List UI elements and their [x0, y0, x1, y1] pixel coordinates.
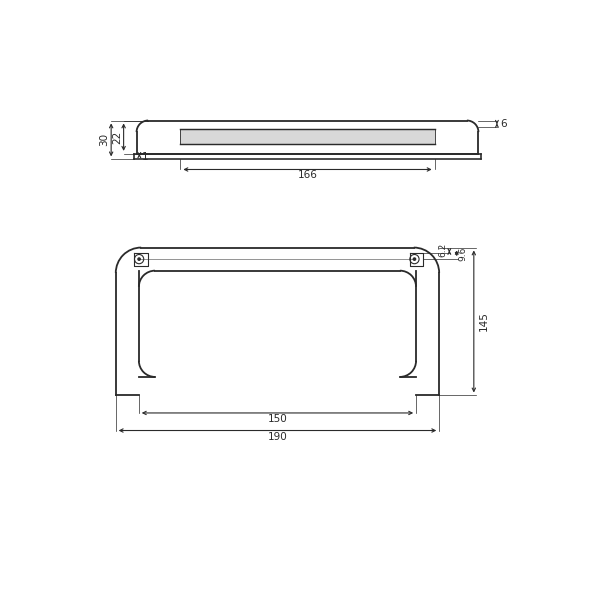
- Text: 6.2: 6.2: [439, 243, 448, 257]
- Text: 6: 6: [500, 119, 507, 129]
- Text: 9.6: 9.6: [458, 246, 467, 260]
- Circle shape: [413, 258, 416, 260]
- Text: 1: 1: [142, 152, 149, 161]
- Text: 166: 166: [298, 170, 317, 180]
- Circle shape: [138, 258, 140, 260]
- Text: 145: 145: [479, 311, 489, 331]
- Text: 150: 150: [268, 414, 287, 424]
- Text: 22: 22: [112, 131, 122, 144]
- Text: 190: 190: [268, 431, 287, 442]
- Text: 30: 30: [99, 133, 109, 146]
- Polygon shape: [181, 129, 434, 143]
